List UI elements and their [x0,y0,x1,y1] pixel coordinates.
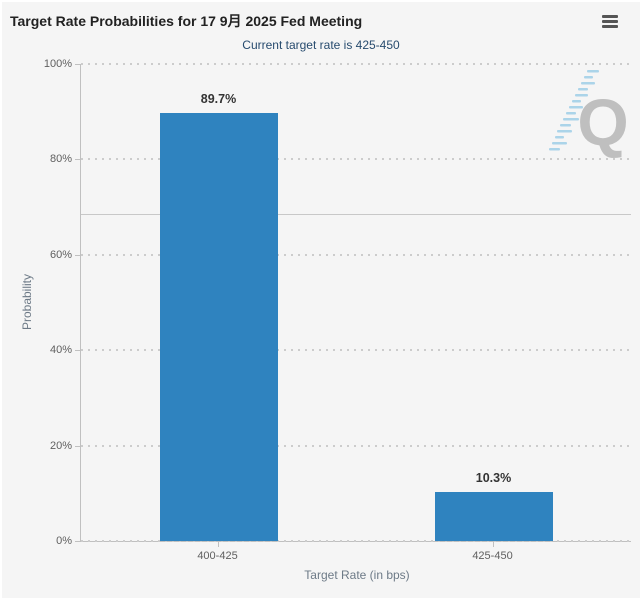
bar-425-450[interactable] [434,491,553,541]
reference-line [81,214,631,216]
x-axis-tick [217,542,219,547]
y-axis-tick [75,350,80,352]
x-category-label: 425-450 [472,550,513,562]
quikstrike-q-logo-watermark: Q [549,70,629,159]
y-axis-tick [75,159,80,161]
y-axis-tick [75,254,80,256]
y-tick-label: 20% [49,439,72,452]
chart-subtitle: Current target rate is 425-450 [242,38,400,52]
y-tick-label: 0% [56,535,72,547]
bar-value-label: 89.7% [200,92,237,107]
y-axis-tick [75,64,80,65]
y-axis-title: Probability [20,273,34,331]
gridline-60% [81,253,631,256]
bar-400-425[interactable] [159,113,278,541]
svg-text:Q: Q [577,85,628,159]
y-axis-tick [75,541,80,542]
gridline-80% [81,158,631,161]
gridline-40% [81,349,631,352]
gridline-100% [81,63,631,65]
y-tick-label: 80% [49,153,72,166]
chart-context-menu-button[interactable] [600,13,620,31]
x-category-label: 400-425 [197,550,238,562]
y-axis-tick [75,445,80,447]
hamburger-icon [600,14,620,28]
y-tick-label: 100% [43,58,72,70]
gridline-20% [81,444,631,447]
x-axis-tick [492,542,494,547]
gridline-0% [81,540,631,542]
chart-title: Target Rate Probabilities for 17 9月 2025… [10,13,363,29]
y-tick-label: 40% [49,344,72,357]
plot-area: Q 89.7% 10.3% [80,63,631,542]
y-tick-label: 60% [49,248,72,261]
x-axis-title: Target Rate (in bps) [304,568,410,582]
bar-value-label: 10.3% [475,470,512,485]
